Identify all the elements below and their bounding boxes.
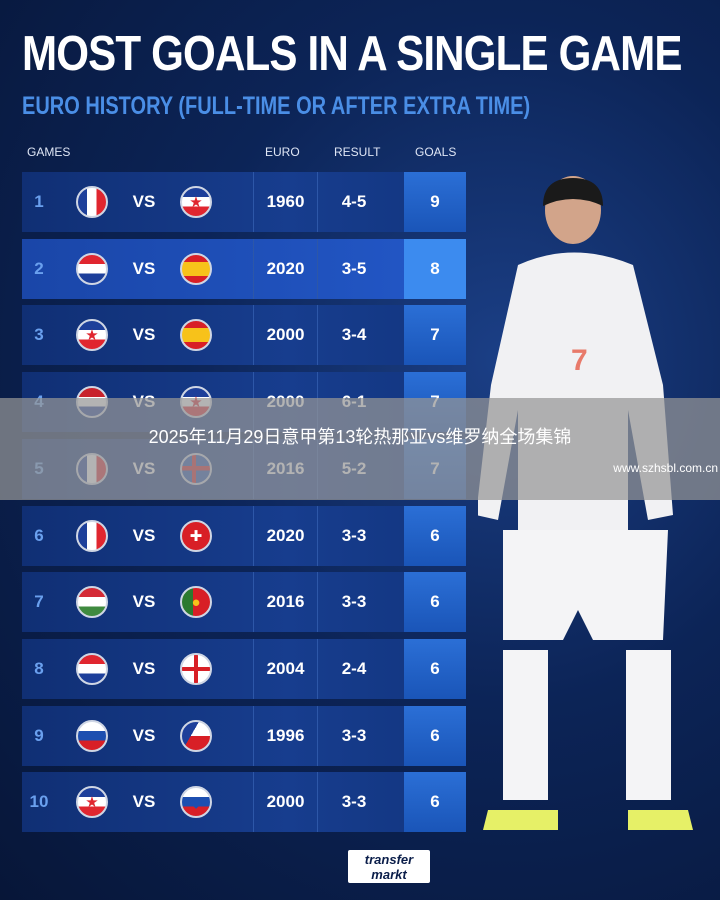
- goals: 6: [404, 638, 466, 699]
- result: 3-3: [341, 792, 367, 812]
- flag-hr-icon: [76, 252, 108, 285]
- rank: 8: [34, 658, 44, 678]
- result: 2-4: [341, 658, 367, 678]
- vs-label: VS: [132, 525, 156, 545]
- goals: 6: [404, 705, 466, 766]
- table-row: 7 VS ● 2016 3-3 6: [22, 572, 466, 633]
- euro-year: 1960: [253, 172, 318, 232]
- rank: 1: [34, 192, 44, 211]
- player-image: 7: [478, 176, 693, 830]
- flag-es-icon: [180, 319, 212, 352]
- vs-label: VS: [132, 792, 156, 812]
- euro-year: 1996: [253, 705, 318, 766]
- goals: 7: [404, 305, 466, 366]
- vs-label: VS: [132, 192, 156, 211]
- flag-cz-icon: [180, 719, 212, 752]
- result: 3-4: [341, 325, 367, 345]
- goals: 6: [404, 572, 466, 633]
- euro-year: 2000: [253, 305, 318, 366]
- goals: 8: [404, 238, 466, 299]
- vs-label: VS: [132, 658, 156, 678]
- goals: 6: [404, 505, 466, 566]
- rank: 6: [34, 525, 44, 545]
- result: 3-3: [341, 525, 367, 545]
- result: 3-3: [341, 592, 367, 612]
- goals: 9: [404, 172, 466, 232]
- watermark: www.szhsbl.com.cn: [613, 461, 718, 475]
- logo-line2: markt: [371, 867, 407, 882]
- logo-line1: transfer: [364, 852, 414, 867]
- flag-yu-icon: ★: [76, 319, 108, 352]
- rank: 7: [34, 592, 44, 612]
- flag-en-icon: [180, 652, 212, 685]
- result: 3-3: [341, 725, 367, 745]
- flag-ch-icon: ✚: [180, 519, 212, 552]
- table-row: 1 VS ★ 1960 4-5 9: [22, 172, 466, 232]
- caption-overlay: 2025年11月29日意甲第13轮热那亚vs维罗纳全场集锦 www.szhsbl…: [0, 398, 720, 500]
- euro-year: 2020: [253, 238, 318, 299]
- flag-es-icon: [180, 252, 212, 285]
- rank: 2: [34, 258, 44, 278]
- flag-fr-icon: [76, 519, 108, 552]
- flag-yu-icon: ★: [180, 186, 212, 218]
- rank: 9: [34, 725, 44, 745]
- table-row: 9 VS 1996 3-3 6: [22, 705, 466, 766]
- table-row: 6 VS ✚ 2020 3-3 6: [22, 505, 466, 566]
- table-row: 8 VS 2004 2-4 6: [22, 638, 466, 699]
- result: 3-5: [341, 258, 367, 278]
- header-result: RESULT: [334, 145, 381, 159]
- svg-text:7: 7: [571, 344, 588, 377]
- header-games: GAMES: [27, 145, 71, 159]
- overlay-caption: 2025年11月29日意甲第13轮热那亚vs维罗纳全场集锦: [148, 427, 572, 447]
- rank: 10: [29, 792, 49, 812]
- vs-label: VS: [132, 592, 156, 612]
- flag-yu-icon: ★: [76, 786, 108, 819]
- vs-label: VS: [132, 325, 156, 345]
- euro-year: 2004: [253, 638, 318, 699]
- result: 4-5: [341, 192, 367, 211]
- rank: 3: [34, 325, 44, 345]
- euro-year: 2016: [253, 572, 318, 633]
- page-subtitle: EURO HISTORY (FULL-TIME OR AFTER EXTRA T…: [22, 92, 531, 120]
- table-row: 10 ★ VS ◆ 2000 3-3 6: [22, 772, 466, 833]
- flag-fr-icon: [76, 186, 108, 218]
- goals: 6: [404, 772, 466, 833]
- euro-year: 2000: [253, 772, 318, 833]
- flag-ru-icon: [76, 719, 108, 752]
- euro-year: 2020: [253, 505, 318, 566]
- header-goals: GOALS: [415, 145, 457, 159]
- flag-pt-icon: ●: [180, 586, 212, 619]
- vs-label: VS: [132, 258, 156, 278]
- page-title: MOST GOALS IN A SINGLE GAME: [22, 27, 682, 81]
- table-row: 3 ★ VS 2000 3-4 7: [22, 305, 466, 366]
- transfermarkt-logo: transfer markt: [348, 850, 430, 883]
- flag-hu-icon: [76, 586, 108, 619]
- table-row: 2 VS 2020 3-5 8: [22, 238, 466, 299]
- flag-hr-icon: [76, 652, 108, 685]
- header-euro: EURO: [265, 145, 300, 159]
- vs-label: VS: [132, 725, 156, 745]
- flag-si-icon: ◆: [180, 786, 212, 819]
